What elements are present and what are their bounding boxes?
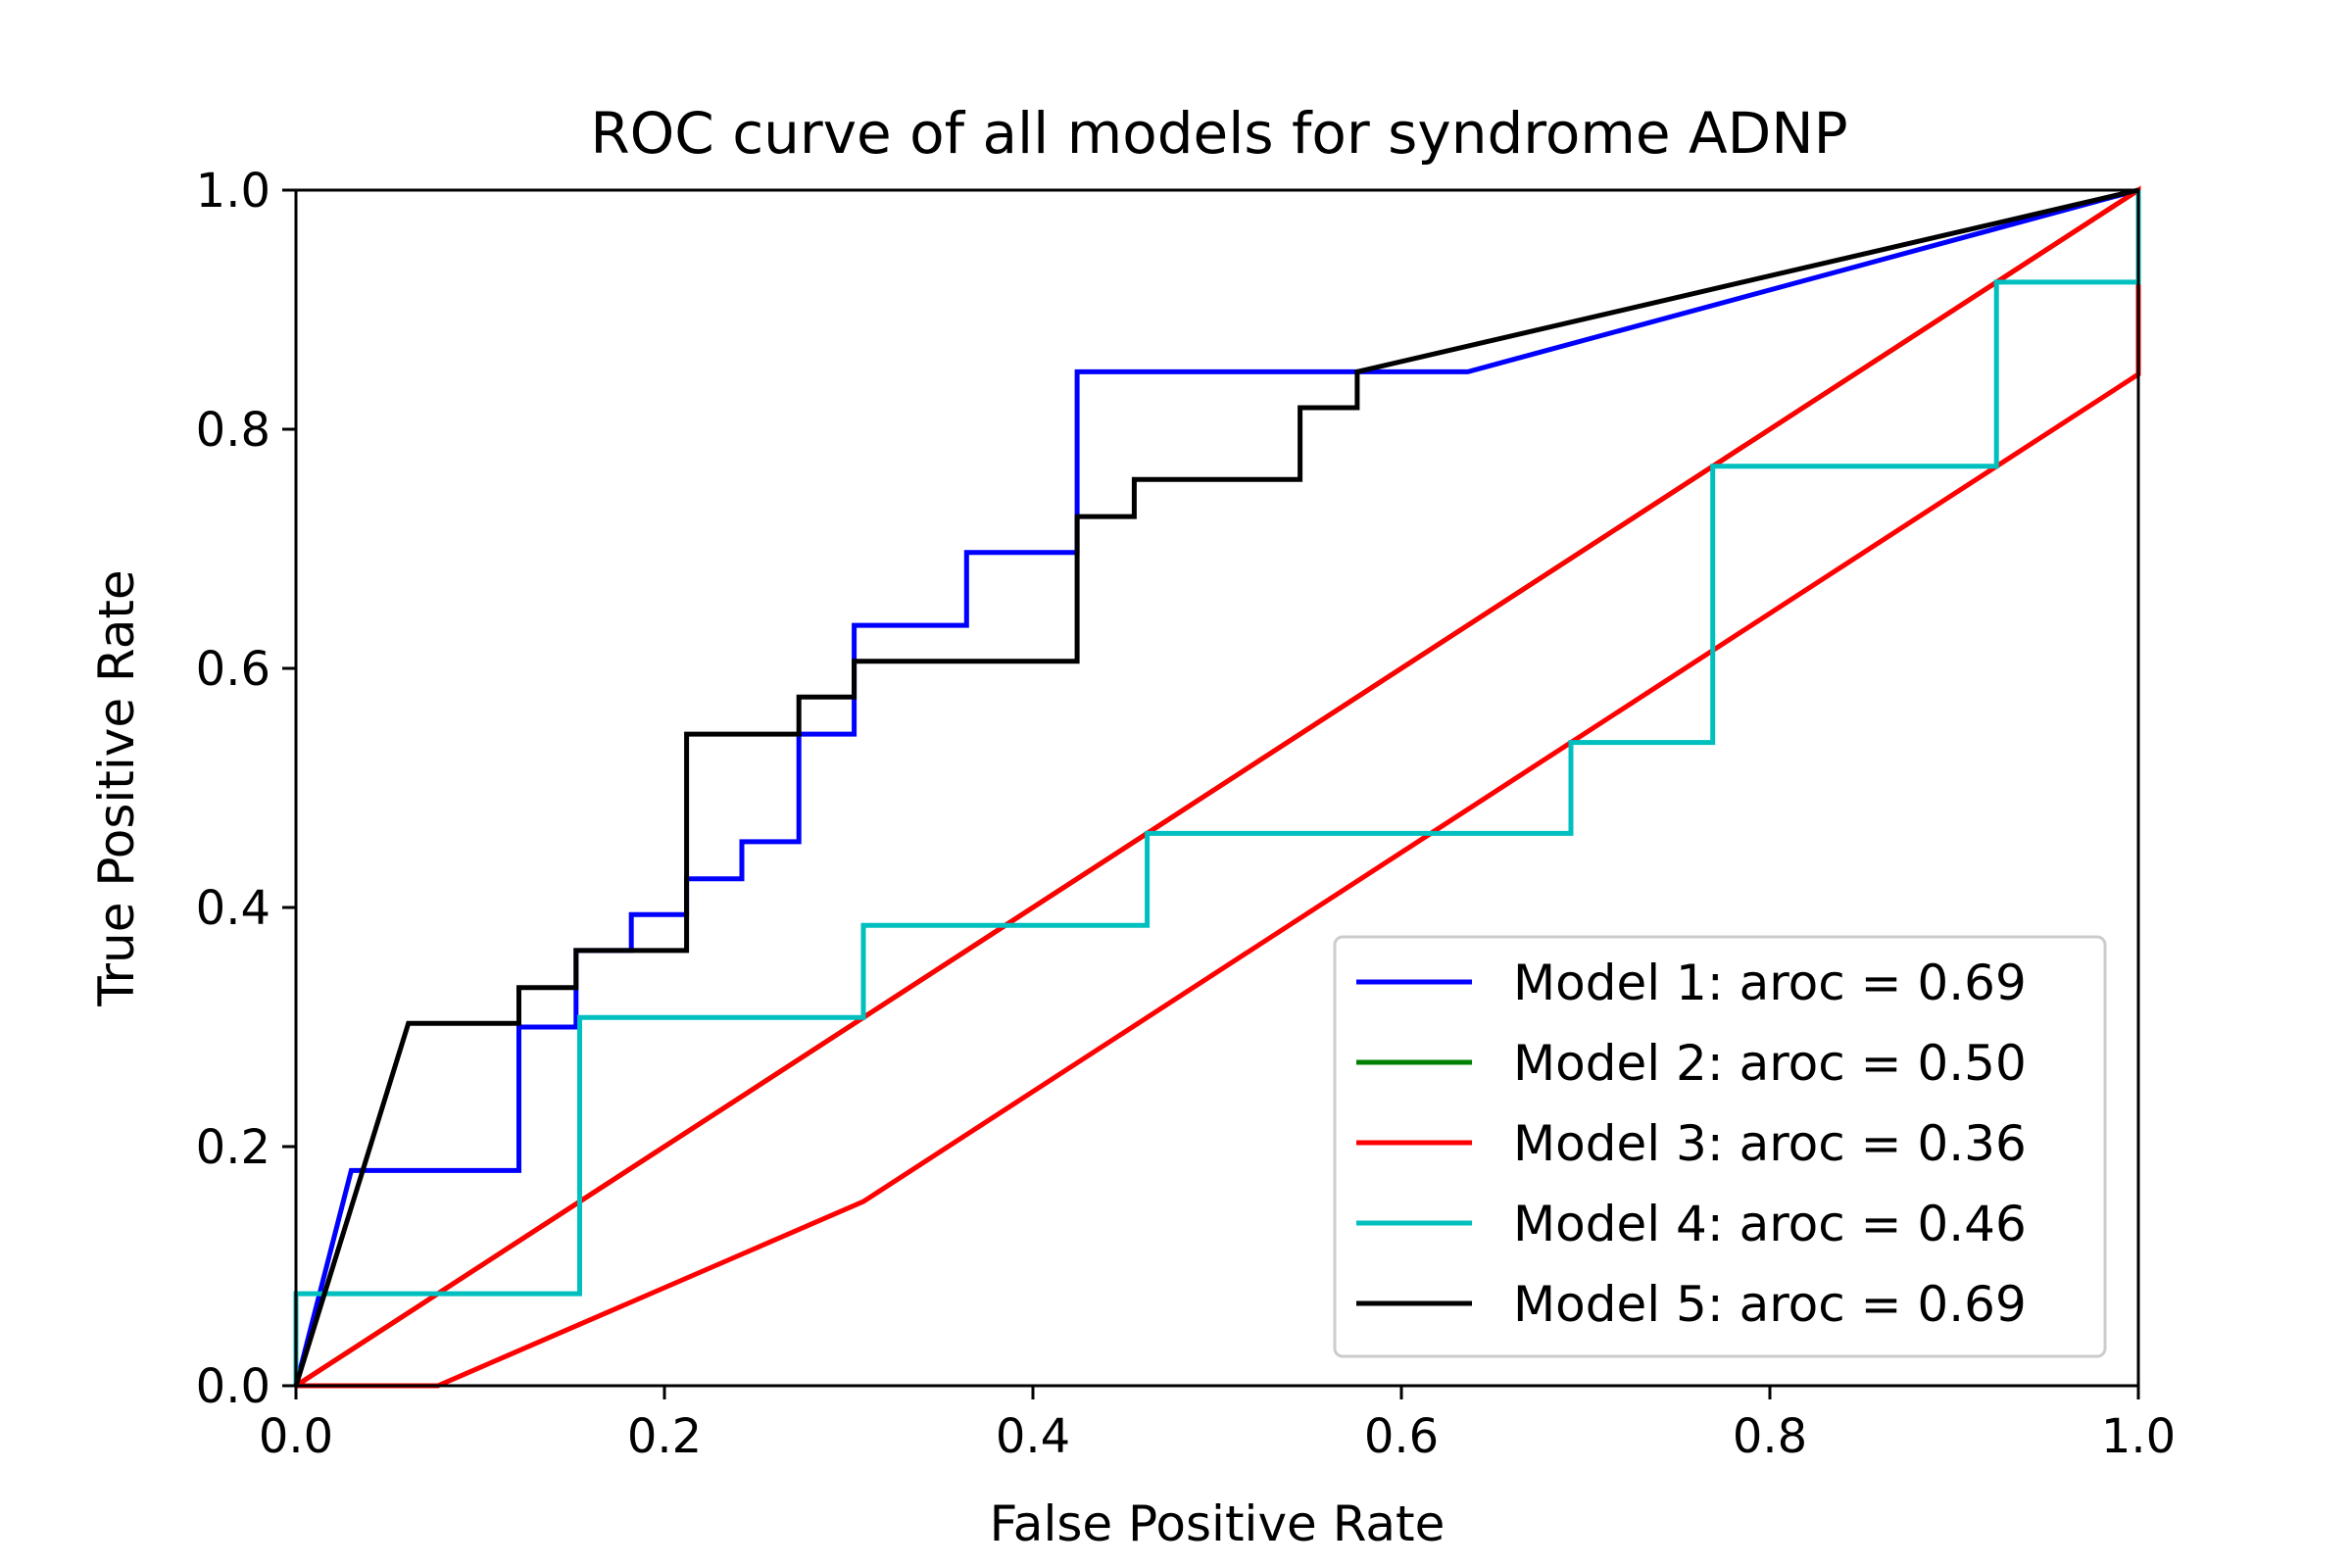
ticks-layer: 0.0 0.2 0.4 0.6 0.8 1.0 0.0 0.2 0.4 0.6 0.8 1.0 bbox=[196, 164, 2177, 1464]
y-axis-label: True Positive Rate bbox=[88, 569, 145, 1006]
y-tick-label: 0.2 bbox=[196, 1120, 270, 1175]
series-line-model-4 bbox=[293, 190, 2141, 1386]
legend-label-model-4: Model 4: aroc = 0.46 bbox=[1513, 1196, 2027, 1252]
legend-label-model-1: Model 1: aroc = 0.69 bbox=[1513, 955, 2027, 1011]
x-axis-label: False Positive Rate bbox=[990, 1495, 1446, 1552]
legend-label-model-2: Model 2: aroc = 0.50 bbox=[1513, 1035, 2027, 1092]
x-tick-label: 0.8 bbox=[1733, 1409, 1807, 1464]
x-tick-label: 0.2 bbox=[627, 1409, 702, 1464]
y-tick-label: 0.4 bbox=[196, 881, 270, 936]
series-line-model-5 bbox=[293, 187, 2139, 1387]
y-tick-label: 1.0 bbox=[196, 164, 270, 219]
y-tick-label: 0.0 bbox=[196, 1359, 270, 1414]
series-line-model-1 bbox=[293, 187, 2139, 1387]
legend: Model 1: aroc = 0.69 Model 2: aroc = 0.50… bbox=[1333, 935, 2107, 1358]
x-tick-label: 0.0 bbox=[259, 1409, 333, 1464]
chart-title: ROC curve of all models for syndrome ADN… bbox=[590, 100, 1847, 167]
x-tick-label: 0.4 bbox=[996, 1409, 1070, 1464]
x-tick-label: 1.0 bbox=[2101, 1409, 2176, 1464]
legend-box bbox=[1333, 935, 2107, 1358]
legend-label-model-3: Model 3: aroc = 0.36 bbox=[1513, 1115, 2027, 1172]
x-tick-label: 0.6 bbox=[1364, 1409, 1439, 1464]
plot-frame bbox=[294, 188, 2140, 1388]
y-tick-label: 0.6 bbox=[196, 642, 270, 697]
y-tick-label: 0.8 bbox=[196, 403, 270, 458]
legend-label-model-5: Model 5: aroc = 0.69 bbox=[1513, 1276, 2027, 1333]
